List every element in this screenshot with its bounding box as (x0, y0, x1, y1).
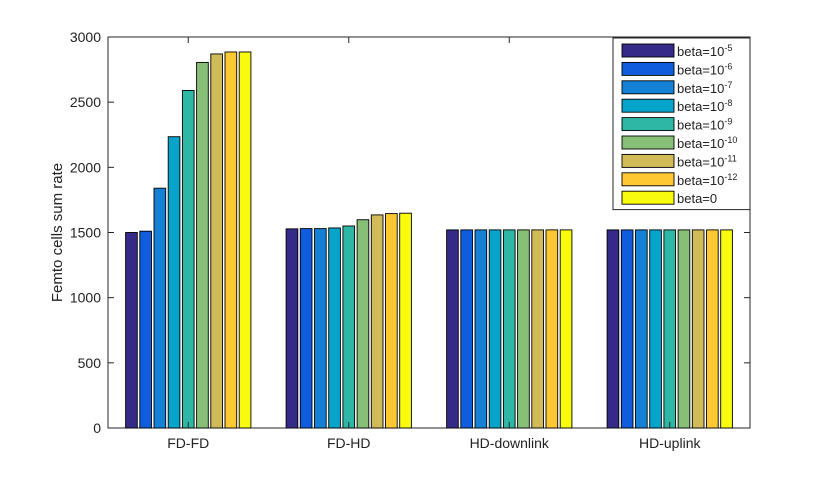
bar[interactable] (460, 229, 473, 429)
bar[interactable] (545, 229, 559, 429)
bar[interactable] (210, 53, 223, 429)
bar[interactable] (474, 229, 488, 429)
legend-swatch (621, 153, 675, 168)
bar[interactable] (299, 228, 313, 429)
bar[interactable] (446, 229, 459, 429)
legend-label: beta=10-6 (677, 61, 732, 77)
ticks-layer: 0 500 1000 1500 2000 2500 3000 FD-FD FD-HD HD-dow… (70, 29, 750, 451)
bar[interactable] (139, 230, 152, 429)
bar[interactable] (370, 214, 384, 429)
y-tick-label: 2000 (70, 159, 101, 175)
bar[interactable] (502, 229, 516, 429)
legend: beta=10-5 beta=10-6 beta=10-7 beta=10-8 beta… (612, 37, 751, 211)
bar[interactable] (517, 229, 530, 429)
bar[interactable] (606, 229, 620, 429)
bar[interactable] (342, 225, 356, 429)
legend-swatch (621, 98, 675, 113)
bar[interactable] (125, 232, 138, 429)
bar[interactable] (314, 228, 327, 429)
x-tick-label: FD-HD (327, 435, 371, 451)
y-tick-label: 3000 (70, 29, 101, 45)
x-tick-label: HD-uplink (639, 435, 701, 451)
bar[interactable] (663, 229, 677, 429)
bar[interactable] (531, 229, 544, 429)
y-tick-label: 2500 (70, 94, 101, 110)
bar[interactable] (635, 229, 648, 429)
bar[interactable] (196, 61, 209, 429)
bar[interactable] (559, 229, 573, 429)
legend-label: beta=10-9 (677, 117, 732, 133)
bar[interactable] (328, 227, 341, 429)
bar[interactable] (649, 229, 662, 429)
bar[interactable] (238, 51, 252, 429)
bar[interactable] (285, 228, 299, 429)
bar[interactable] (720, 229, 733, 429)
bar[interactable] (167, 136, 181, 429)
bar[interactable] (706, 229, 719, 429)
y-tick-label: 1500 (70, 225, 101, 241)
y-tick-label: 500 (78, 355, 102, 371)
legend-swatch (621, 172, 675, 187)
legend-swatch (621, 190, 675, 205)
legend-swatch (621, 43, 675, 58)
bar[interactable] (488, 229, 502, 429)
x-tick-label: HD-downlink (470, 435, 550, 451)
x-tick-label: FD-FD (167, 435, 209, 451)
legend-swatch (621, 61, 675, 76)
bar[interactable] (356, 219, 370, 429)
legend-label: beta=10-7 (677, 80, 732, 96)
bar[interactable] (224, 51, 238, 429)
bar[interactable] (620, 229, 634, 429)
y-axis-label: Femto cells sum rate (49, 163, 66, 302)
bar[interactable] (385, 213, 398, 429)
bar[interactable] (181, 89, 195, 429)
legend-label: beta=10-5 (677, 43, 732, 59)
legend-label: beta=10-12 (677, 172, 737, 188)
legend-swatch (621, 80, 675, 95)
y-tick-label: 1000 (70, 290, 101, 306)
bar[interactable] (153, 187, 167, 429)
legend-label: beta=0 (677, 191, 717, 206)
legend-swatch (621, 117, 675, 132)
bar[interactable] (399, 212, 412, 429)
legend-label: beta=10-10 (677, 135, 737, 151)
legend-label: beta=10-11 (677, 153, 737, 169)
legend-swatch (621, 135, 675, 150)
bar[interactable] (677, 229, 691, 429)
y-tick-label: 0 (93, 420, 101, 436)
bars-layer (125, 51, 733, 429)
legend-label: beta=10-8 (677, 98, 732, 114)
bar[interactable] (691, 229, 705, 429)
